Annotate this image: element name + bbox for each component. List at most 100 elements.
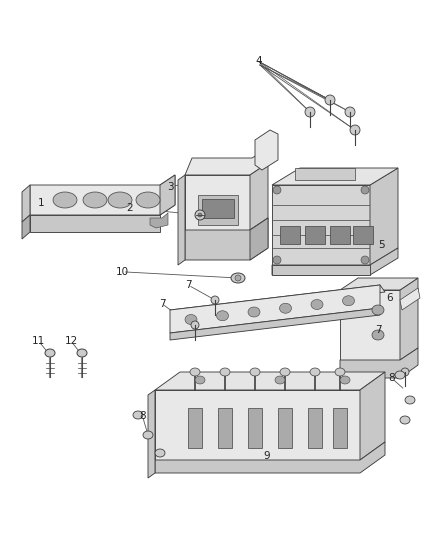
Text: 2: 2	[126, 203, 133, 213]
Polygon shape	[280, 226, 300, 244]
Ellipse shape	[155, 449, 165, 457]
Polygon shape	[150, 213, 168, 228]
Ellipse shape	[45, 349, 55, 357]
Polygon shape	[198, 195, 238, 225]
Polygon shape	[272, 265, 370, 275]
Ellipse shape	[400, 416, 410, 424]
Polygon shape	[248, 408, 262, 448]
Polygon shape	[272, 168, 398, 185]
Text: 4: 4	[255, 56, 262, 66]
Polygon shape	[340, 290, 400, 360]
Polygon shape	[295, 168, 355, 180]
Polygon shape	[370, 168, 398, 265]
Text: 5: 5	[378, 240, 385, 250]
Ellipse shape	[195, 210, 205, 220]
Polygon shape	[170, 285, 380, 333]
Ellipse shape	[108, 192, 132, 208]
Ellipse shape	[311, 300, 323, 310]
Polygon shape	[250, 163, 268, 230]
Ellipse shape	[279, 303, 292, 313]
Polygon shape	[170, 285, 385, 317]
Polygon shape	[353, 226, 373, 244]
Ellipse shape	[195, 376, 205, 384]
Polygon shape	[218, 408, 232, 448]
Ellipse shape	[250, 368, 260, 376]
Text: 1: 1	[38, 198, 45, 207]
Ellipse shape	[401, 368, 409, 376]
Text: 9: 9	[264, 451, 271, 461]
Text: 3: 3	[167, 182, 174, 191]
Ellipse shape	[83, 192, 107, 208]
Polygon shape	[272, 248, 398, 275]
Polygon shape	[30, 215, 160, 232]
Ellipse shape	[136, 192, 160, 208]
Ellipse shape	[310, 368, 320, 376]
Ellipse shape	[53, 192, 77, 208]
Ellipse shape	[335, 368, 345, 376]
Ellipse shape	[220, 368, 230, 376]
Polygon shape	[305, 226, 325, 244]
Text: 8: 8	[139, 411, 146, 421]
Polygon shape	[272, 185, 370, 265]
Ellipse shape	[231, 273, 245, 283]
Polygon shape	[170, 308, 380, 340]
Ellipse shape	[143, 431, 153, 439]
Polygon shape	[155, 442, 385, 473]
Ellipse shape	[350, 125, 360, 135]
Polygon shape	[155, 390, 360, 460]
Ellipse shape	[190, 368, 200, 376]
Ellipse shape	[211, 296, 219, 304]
Polygon shape	[188, 408, 202, 448]
Polygon shape	[185, 218, 268, 260]
Polygon shape	[308, 408, 322, 448]
Ellipse shape	[372, 305, 384, 315]
Text: 7: 7	[375, 326, 382, 335]
Text: 6: 6	[386, 294, 393, 303]
Text: 11: 11	[32, 336, 45, 346]
Polygon shape	[255, 130, 278, 170]
Ellipse shape	[325, 95, 335, 105]
Polygon shape	[178, 175, 185, 265]
Ellipse shape	[361, 256, 369, 264]
Ellipse shape	[248, 307, 260, 317]
Ellipse shape	[280, 368, 290, 376]
Ellipse shape	[405, 396, 415, 404]
Polygon shape	[160, 175, 175, 215]
Text: 7: 7	[185, 280, 192, 290]
Ellipse shape	[77, 349, 87, 357]
Text: 8: 8	[389, 374, 396, 383]
Ellipse shape	[273, 186, 281, 194]
Polygon shape	[340, 278, 418, 290]
Ellipse shape	[340, 376, 350, 384]
Text: 12: 12	[64, 336, 78, 346]
Text: 10: 10	[116, 267, 129, 277]
Polygon shape	[278, 408, 292, 448]
Ellipse shape	[372, 330, 384, 340]
Polygon shape	[400, 278, 418, 360]
Ellipse shape	[133, 411, 143, 419]
Ellipse shape	[216, 311, 229, 321]
Polygon shape	[155, 372, 385, 390]
Polygon shape	[30, 175, 175, 215]
Ellipse shape	[361, 186, 369, 194]
Polygon shape	[340, 348, 418, 378]
Ellipse shape	[235, 275, 241, 281]
Polygon shape	[185, 148, 268, 175]
Ellipse shape	[275, 376, 285, 384]
Polygon shape	[360, 372, 385, 460]
Polygon shape	[22, 215, 30, 239]
Polygon shape	[250, 218, 268, 260]
Ellipse shape	[191, 321, 199, 329]
Ellipse shape	[273, 256, 281, 264]
Polygon shape	[400, 288, 420, 310]
Ellipse shape	[395, 371, 405, 379]
Polygon shape	[333, 408, 347, 448]
Polygon shape	[148, 390, 155, 478]
Ellipse shape	[343, 296, 354, 306]
Polygon shape	[22, 185, 30, 222]
Polygon shape	[185, 175, 250, 230]
Ellipse shape	[198, 213, 202, 217]
Ellipse shape	[185, 314, 197, 325]
Polygon shape	[330, 226, 350, 244]
Ellipse shape	[305, 107, 315, 117]
